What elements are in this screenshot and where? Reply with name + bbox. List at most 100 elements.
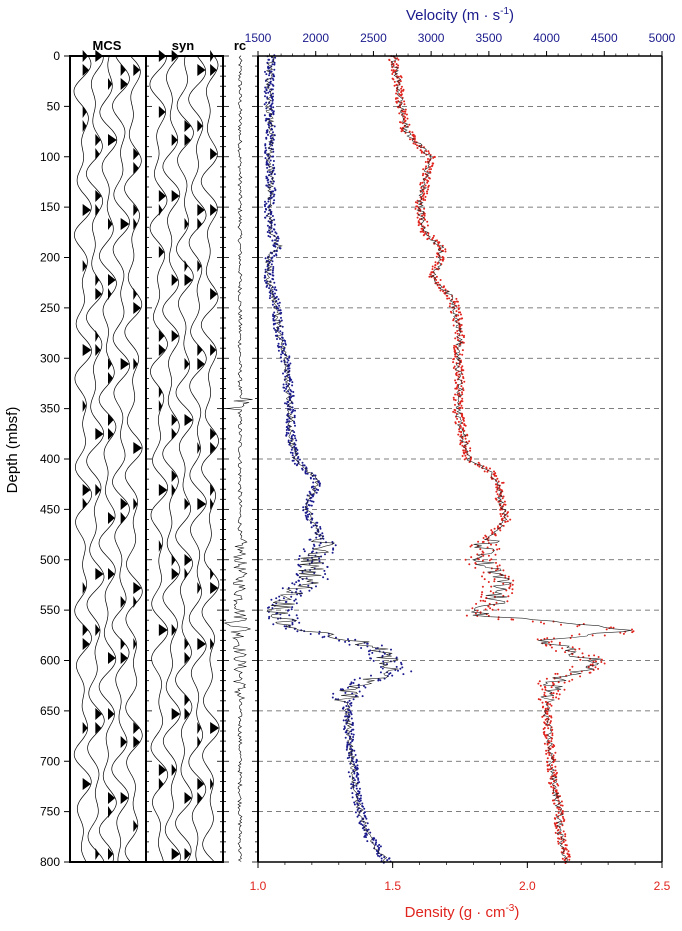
series-0-point	[278, 595, 281, 598]
series-0-point	[308, 490, 311, 493]
series-0-point	[267, 67, 270, 70]
series-0-point	[295, 602, 298, 605]
series-1-point	[563, 688, 566, 691]
series-1-point	[419, 230, 422, 233]
series-0-point	[298, 458, 301, 461]
syn-trace-peak	[184, 638, 189, 650]
series-1-point	[481, 575, 483, 578]
mcs-panel-label: MCS	[93, 38, 122, 53]
series-0-point	[298, 558, 300, 560]
series-1-point	[431, 162, 434, 165]
series-1-point	[438, 286, 440, 289]
series-0-point	[273, 288, 276, 291]
series-0-point	[269, 294, 272, 297]
series-1-point	[458, 373, 461, 376]
series-1-point	[555, 790, 558, 793]
series-1-point	[463, 458, 466, 461]
series-0-point	[400, 663, 403, 666]
series-0-point	[263, 274, 266, 277]
series-1-point	[477, 558, 480, 561]
series-1-point	[462, 427, 465, 430]
series-0-point	[275, 254, 278, 257]
series-1-point	[536, 638, 539, 641]
series-0-point	[274, 286, 277, 289]
series-1-point	[561, 857, 564, 860]
tick-labels: 0 50 100 150 200 250 300 350 400 450 500 550 600 650 7…	[40, 31, 676, 893]
series-0-point	[276, 338, 278, 340]
syn-trace-peak	[210, 498, 214, 510]
series-1-point	[556, 829, 559, 832]
series-1-point	[554, 751, 557, 754]
mcs-trace-peak	[108, 792, 116, 804]
series-0-point	[268, 204, 271, 207]
series-0-point	[288, 376, 291, 379]
series-0-point	[360, 823, 363, 826]
series-1-point	[492, 592, 495, 594]
series-1-point	[546, 712, 549, 715]
series-1-point	[547, 770, 549, 773]
velocity-tick-label: 1500	[245, 31, 272, 45]
series-0-point	[271, 109, 274, 112]
series-0-point	[395, 665, 398, 668]
series-1-point	[564, 833, 567, 836]
velocity-tick-label: 3000	[418, 31, 445, 45]
series-0-point	[353, 749, 356, 752]
series-0-point	[265, 73, 268, 76]
series-1-point	[477, 540, 480, 543]
syn-trace-peak	[210, 442, 216, 454]
series-1-point	[403, 100, 406, 103]
series-0-point	[366, 822, 369, 825]
series-1-point	[434, 264, 437, 267]
mcs-trace-peak	[95, 288, 103, 300]
series-1-point	[432, 234, 435, 237]
series-0-point	[346, 746, 349, 749]
series-0-point	[269, 235, 272, 238]
series-1-point	[416, 216, 419, 219]
series-1-point	[388, 59, 391, 62]
series-0-point	[356, 809, 359, 811]
series-1-point	[546, 768, 549, 771]
velocity-tick-label: 4500	[591, 31, 618, 45]
series-0-point	[383, 652, 386, 655]
series-1-point	[483, 578, 486, 581]
series-0-point	[271, 271, 274, 274]
series-0-point	[298, 579, 300, 582]
series-1-point	[562, 820, 565, 823]
series-1-point	[428, 152, 431, 155]
series-1-point	[549, 644, 552, 647]
series-0-point	[281, 333, 284, 336]
series-0-point	[361, 802, 364, 805]
series-1-point	[454, 403, 456, 406]
mcs-trace-peak	[82, 722, 88, 734]
mcs-trace-peak	[108, 806, 113, 818]
series-1-point	[396, 57, 399, 60]
series-0-point	[271, 230, 274, 233]
series-1-point	[588, 671, 591, 674]
series-0-point	[269, 94, 272, 97]
series-1-point	[502, 495, 505, 498]
series-1-point	[408, 130, 411, 133]
series-1-point	[397, 75, 400, 78]
series-0-point	[386, 859, 389, 862]
series-0-point	[272, 95, 274, 98]
series-0-point	[263, 114, 266, 117]
series-0-point	[265, 131, 268, 134]
syn-trace-peak	[158, 764, 167, 776]
series-0-point	[343, 725, 346, 728]
syn-trace-peak	[197, 204, 205, 216]
series-0-point	[272, 79, 275, 81]
series-0-point	[271, 239, 274, 242]
y-tick-label: 350	[40, 402, 60, 416]
series-1-point	[470, 544, 473, 547]
series-0-point	[295, 581, 298, 584]
series-0-point	[357, 799, 360, 802]
series-0-point	[269, 273, 272, 276]
series-0-point	[274, 56, 277, 59]
series-1-point	[600, 661, 603, 663]
series-1-point	[402, 89, 405, 92]
mcs-trace-peak	[95, 190, 102, 202]
series-0-point	[281, 337, 284, 339]
series-0-point	[294, 409, 296, 412]
series-1-point	[506, 600, 509, 603]
mcs-trace-peak	[82, 260, 87, 272]
